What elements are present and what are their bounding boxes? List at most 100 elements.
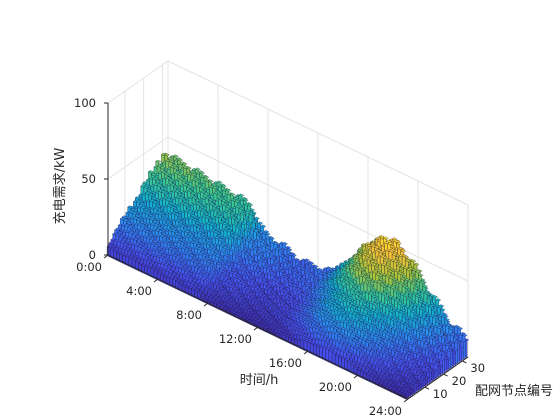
surface-bar-top: [400, 277, 407, 281]
surface-bar-top: [169, 183, 176, 187]
surface-bar-top: [241, 222, 247, 226]
surface-bar-top: [397, 271, 403, 275]
surface-bar-top: [194, 179, 201, 183]
surface-bar-top: [379, 254, 386, 258]
surface-bar-top: [203, 175, 210, 179]
surface-bar-top: [398, 281, 405, 285]
surface-bar-top: [152, 176, 158, 181]
surface-bar-top: [243, 217, 249, 221]
surface-bar-top: [418, 273, 424, 277]
surface-bar-top: [248, 240, 255, 244]
surface-bar-top: [400, 249, 407, 253]
surface-bar-top: [151, 173, 157, 177]
surface-bar-top: [305, 283, 312, 287]
surface-bar-top: [274, 263, 281, 267]
surface-bar-top: [296, 275, 303, 279]
surface-bar-top: [313, 277, 319, 281]
surface-bar-top: [177, 172, 183, 176]
surface-bar-top: [387, 269, 393, 273]
surface-bar-top: [248, 212, 255, 216]
surface-bar-top: [199, 171, 205, 175]
surface-bar-top: [199, 205, 205, 209]
surface-bar-top: [212, 186, 218, 190]
surface-bar-top: [369, 242, 376, 246]
surface-bar-top: [404, 258, 411, 262]
surface-bar-top: [282, 256, 288, 260]
surface-bar-top: [273, 241, 280, 246]
surface-bar-top: [278, 249, 284, 253]
surface-bar-top: [279, 254, 285, 258]
surface-bar-top: [304, 268, 310, 272]
surface-bar-top: [199, 185, 205, 189]
surface-bar-top: [452, 348, 458, 352]
surface-bar-top: [247, 203, 253, 207]
surface-bar-top: [168, 159, 175, 163]
surface-bar-top: [295, 259, 302, 263]
surface-bar-top: [218, 197, 224, 201]
surface-bar-top: [431, 308, 437, 312]
surface-bar-top: [393, 239, 399, 243]
surface-bar-top: [423, 317, 430, 321]
surface-bar-top: [448, 326, 455, 330]
surface-bar-top: [457, 326, 463, 330]
surface-bar-top: [431, 333, 437, 337]
surface-bar-top: [236, 236, 243, 240]
surface-bar-top: [177, 192, 183, 196]
surface-bar-top: [288, 266, 294, 270]
surface-bar-top: [261, 244, 268, 248]
surface-bar-top: [283, 275, 290, 279]
surface-bar-top: [282, 272, 288, 277]
surface-bar-top: [413, 286, 420, 290]
surface-bar-top: [403, 293, 409, 298]
surface-bar-top: [168, 178, 175, 183]
surface-bar-top: [216, 180, 223, 184]
surface-bar-top: [167, 157, 173, 161]
surface-bar-top: [186, 166, 192, 170]
surface-bar-top: [374, 245, 380, 249]
surface-bar-top: [234, 218, 240, 223]
surface-bar-top: [229, 192, 236, 196]
surface-bar-top: [454, 324, 460, 328]
surface-bar-top: [413, 262, 420, 266]
surface-bar-top: [243, 198, 249, 202]
surface-bar-top: [269, 252, 275, 256]
surface-bar-top: [204, 196, 211, 200]
surface-bar-top: [426, 296, 433, 300]
surface-bar-top: [251, 220, 258, 224]
surface-bar-top: [365, 254, 372, 258]
surface-bar-top: [164, 172, 170, 176]
surface-bar-top: [260, 240, 267, 244]
surface-bar-top: [196, 202, 202, 206]
surface-bar-top: [428, 328, 434, 332]
surface-bar-top: [191, 195, 198, 199]
surface-bar-top: [424, 326, 431, 330]
surface-bar-top: [420, 290, 427, 294]
surface-bar-top: [439, 330, 446, 334]
surface-bar-top: [221, 184, 227, 188]
surface-bar-top: [212, 204, 218, 208]
surface-bar-top: [174, 189, 180, 193]
surface-bar-top: [388, 249, 395, 253]
surface-bar-top: [419, 306, 425, 311]
surface-bar-top: [393, 259, 399, 263]
surface-bar-top: [249, 226, 256, 230]
surface-bar-top: [299, 277, 306, 281]
surface-bar-top: [409, 303, 415, 307]
surface-bar-top: [203, 192, 210, 196]
surface-bar-top: [181, 179, 188, 183]
surface-bar-top: [239, 211, 246, 215]
surface-bar-top: [216, 211, 223, 215]
surface-bar-top: [235, 205, 242, 209]
surface-bar-top: [403, 266, 409, 270]
surface-bar-top: [401, 284, 408, 288]
surface-bar-top: [159, 166, 166, 170]
surface-bar-top: [432, 337, 438, 342]
surface-bar-top: [308, 272, 315, 276]
surface-bar-top: [429, 335, 435, 339]
surface-bar-top: [401, 254, 408, 258]
surface-bar-top: [414, 294, 421, 298]
surface-bar-top: [186, 185, 192, 189]
surface-bar-top: [232, 222, 238, 226]
surface-bar-top: [326, 266, 332, 270]
